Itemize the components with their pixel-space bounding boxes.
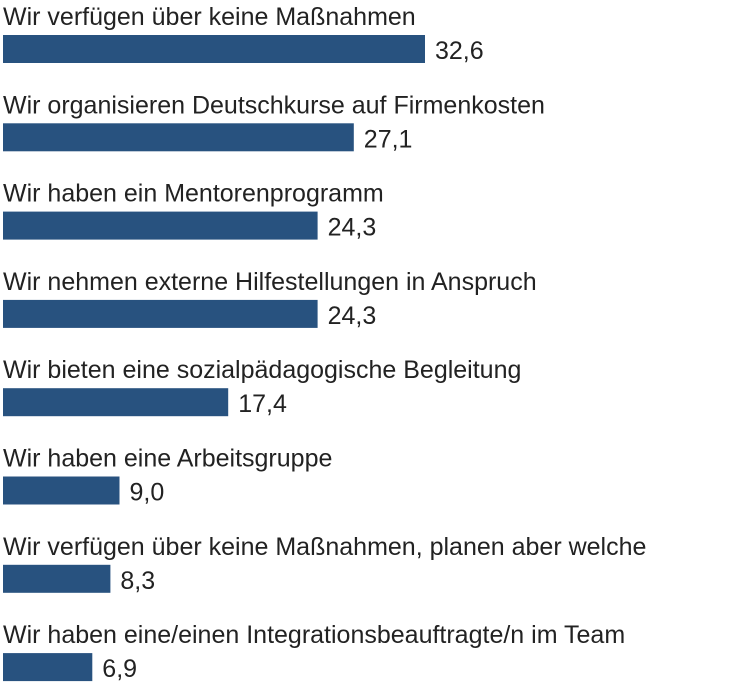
bar	[3, 653, 93, 682]
value-label: 8,3	[120, 567, 155, 595]
value-label: 24,3	[328, 214, 377, 242]
bar-row: Wir nehmen externe Hilfestellungen in An…	[3, 268, 537, 330]
category-label: Wir nehmen externe Hilfestellungen in An…	[3, 268, 537, 296]
bar-row: Wir verfügen über keine Maßnahmen, plane…	[3, 533, 646, 595]
bar	[3, 564, 111, 593]
category-label: Wir haben eine/einen Integrationsbeauftr…	[3, 621, 625, 649]
category-label: Wir verfügen über keine Maßnahmen, plane…	[3, 533, 646, 561]
bar	[3, 211, 318, 240]
bar-row: Wir organisieren Deutschkurse auf Firmen…	[3, 91, 545, 153]
value-label: 9,0	[130, 479, 165, 507]
bar-row: Wir haben ein Mentorenprogramm 24,3	[3, 180, 384, 242]
bar-row: Wir haben eine/einen Integrationsbeauftr…	[3, 621, 625, 683]
bar-row: Wir verfügen über keine Maßnahmen 32,6	[3, 3, 484, 65]
bar-row: Wir haben eine Arbeitsgruppe 9,0	[3, 445, 332, 507]
value-label: 6,9	[102, 655, 137, 683]
bar	[3, 35, 425, 63]
bar-row: Wir bieten eine sozialpädagogische Begle…	[3, 356, 521, 418]
category-label: Wir haben eine Arbeitsgruppe	[3, 445, 332, 473]
value-label: 17,4	[238, 390, 287, 418]
bar	[3, 123, 354, 152]
category-label: Wir organisieren Deutschkurse auf Firmen…	[3, 91, 545, 119]
bar	[3, 299, 318, 328]
value-label: 32,6	[435, 37, 484, 65]
value-label: 24,3	[328, 302, 377, 330]
category-label: Wir bieten eine sozialpädagogische Begle…	[3, 356, 521, 384]
category-label: Wir verfügen über keine Maßnahmen	[3, 3, 416, 31]
value-label: 27,1	[364, 125, 413, 153]
bar	[3, 388, 229, 417]
bar	[3, 476, 120, 505]
category-label: Wir haben ein Mentorenprogramm	[3, 180, 384, 208]
